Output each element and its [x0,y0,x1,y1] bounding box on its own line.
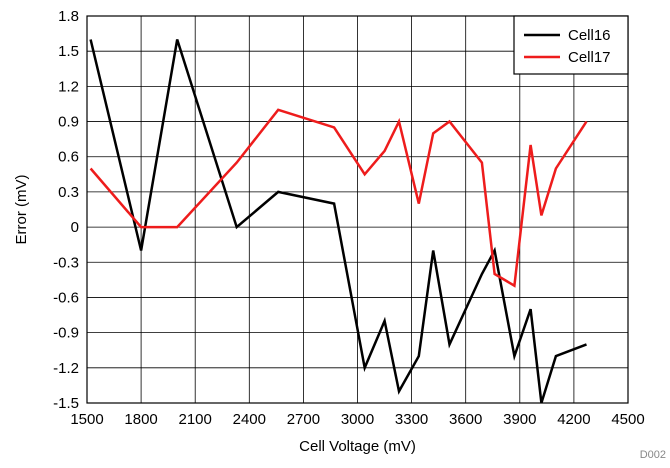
y-tick-label: 0.6 [58,149,79,166]
y-tick-label: 0 [71,219,79,236]
y-tick-label: 0.9 [58,114,79,131]
x-axis-title: Cell Voltage (mV) [299,438,416,455]
y-tick-label: -0.6 [53,289,79,306]
x-tick-label: 4200 [557,411,590,428]
y-tick-label: 0.3 [58,184,79,201]
x-tick-label: 3000 [341,411,374,428]
y-tick-label: -1.5 [53,395,79,412]
series-line-cell16 [89,39,587,404]
y-tick-label: 1.5 [58,43,79,60]
x-tick-label: 2400 [233,411,266,428]
legend-label-cell17: Cell17 [568,49,611,66]
x-tick-label: 2700 [287,411,320,428]
y-tick-label: -1.2 [53,360,79,377]
series-layer [89,39,588,404]
x-tick-label: 3600 [449,411,482,428]
y-tick-label: -0.3 [53,254,79,271]
x-tick-label: 2100 [179,411,212,428]
y-axis-ticks: 1.8 1.5 1.2 0.9 0.6 0.3 0 -0.3 -0.6 -0.9 -1.2 -1.5 [53,8,79,412]
legend-label-cell16: Cell16 [568,27,611,44]
figure-id: D002 [640,449,666,461]
legend-box [513,15,629,75]
y-axis-title: Error (mV) [13,175,30,245]
x-axis-ticks: 1500 1800 2100 2400 2700 3000 3300 3600 3900 4200… [70,411,644,428]
y-tick-label: 1.2 [58,78,79,95]
y-tick-label: -0.9 [53,325,79,342]
plot-area [86,15,629,404]
x-tick-label: 3300 [395,411,428,428]
y-tick-label: 1.8 [58,8,79,25]
legend: Cell16 Cell17 [513,15,629,75]
x-tick-label: 4500 [611,411,644,428]
x-tick-label: 1800 [124,411,157,428]
x-tick-label: 1500 [70,411,103,428]
x-tick-label: 3900 [503,411,536,428]
series-line-cell17 [89,108,588,288]
